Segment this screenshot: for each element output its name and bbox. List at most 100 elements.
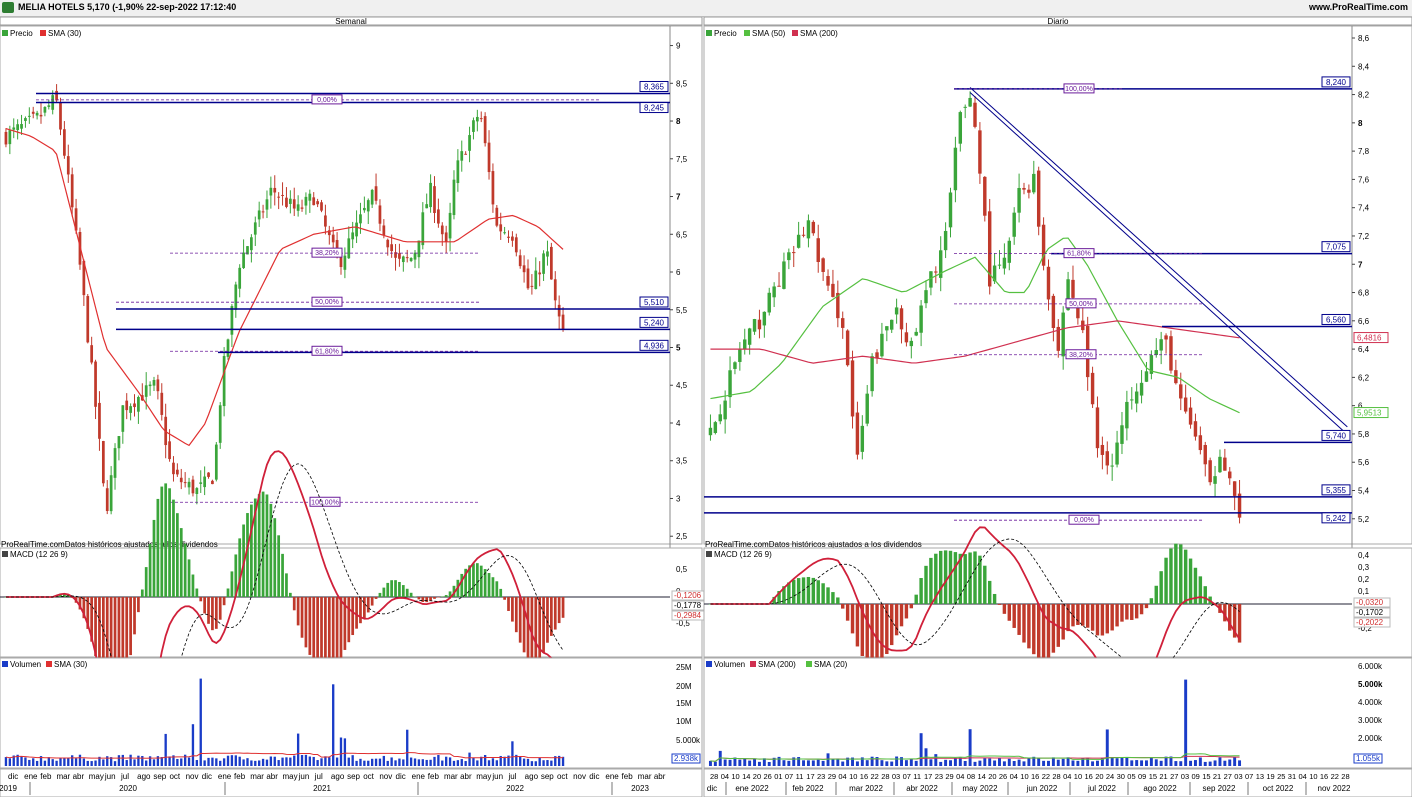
weekly-volume-bar — [386, 760, 389, 766]
daily-candle-body — [1130, 399, 1134, 401]
daily-volume-bar — [1027, 757, 1031, 766]
weekly-candle-body — [382, 225, 386, 236]
weekly-volume-bar — [273, 756, 276, 766]
daily-level-label-box — [1321, 241, 1351, 253]
weekly-volume-bar — [59, 758, 62, 766]
daily-candle-body — [875, 352, 879, 359]
weekly-volume-bar — [47, 757, 50, 766]
weekly-x-month-label: mar — [250, 772, 264, 781]
daily-x-day-label: 17 — [806, 772, 814, 781]
weekly-volume-bar — [522, 758, 526, 766]
daily-candle-body — [987, 211, 992, 287]
daily-ma-value-label: 5,9513 — [1357, 409, 1382, 418]
weekly-volume-bar — [503, 756, 506, 766]
weekly-macd-hist-bar — [324, 597, 327, 672]
daily-volume-bar — [728, 759, 732, 766]
daily-x-day-label: 16 — [860, 772, 868, 781]
daily-volume-bar — [1120, 757, 1124, 766]
weekly-candle-body — [550, 246, 553, 280]
weekly-volume-bar — [32, 758, 35, 766]
weekly-legend-macd-swatch — [2, 551, 8, 557]
daily-volume-bar — [851, 757, 854, 766]
weekly-fib-label-box — [311, 94, 343, 105]
daily-macd-hist-bar — [1144, 604, 1149, 609]
daily-x-day-label: 03 — [1181, 772, 1189, 781]
daily-macd-hist-bar — [1022, 604, 1026, 643]
weekly-macd-hist-bar — [265, 494, 269, 597]
weekly-macd-hist-bar — [82, 597, 86, 619]
daily-candle-body — [958, 112, 963, 144]
weekly-level-label-box — [639, 80, 669, 92]
site-link[interactable]: www.ProRealTime.com — [1308, 2, 1408, 12]
daily-legend-vol-sma200-swatch — [750, 661, 756, 667]
weekly-volume-bar — [452, 760, 456, 766]
daily-macd-hist-bar — [1164, 557, 1168, 604]
daily-macd-hist-bar — [787, 582, 791, 604]
weekly-macd-hist-bar — [366, 597, 370, 613]
weekly-macd-hist-bar — [425, 597, 429, 603]
daily-volume-bar — [1193, 760, 1197, 766]
daily-macd-hist-bar — [1223, 604, 1227, 622]
daily-volume-bar — [1071, 760, 1075, 766]
daily-x-day-label: 13 — [1256, 772, 1264, 781]
daily-legend-vol-sma20-swatch — [806, 661, 812, 667]
weekly-macd-hist-bar — [214, 597, 218, 629]
weekly-candle-body — [561, 314, 565, 329]
weekly-macd-hist-bar — [160, 486, 164, 597]
weekly-macd-hist-bar — [296, 597, 300, 626]
window-titlebar: MELIA HOTELS 5,170 (-1,90% 22-sep-2022 1… — [0, 0, 1412, 17]
weekly-volume-bar — [24, 757, 27, 766]
daily-candle-body — [1110, 465, 1114, 467]
weekly-macd-hist-bar — [557, 597, 561, 624]
daily-volume-last-box — [1353, 753, 1383, 764]
daily-volume-bar — [1228, 759, 1232, 766]
weekly-volume-bar — [507, 755, 510, 766]
daily-macd-hist-bar — [929, 557, 933, 604]
daily-fib-label-box — [1065, 298, 1097, 309]
daily-x-day-label: 21 — [1159, 772, 1167, 781]
daily-macd-hist-bar — [880, 604, 884, 661]
daily-macd-hist-bar — [1125, 604, 1129, 620]
daily-candle-body — [1002, 257, 1007, 269]
daily-candle-body — [1134, 391, 1139, 404]
daily-candle-body — [1203, 444, 1207, 465]
weekly-x-month-label: feb — [40, 772, 52, 781]
weekly-volume-bar — [191, 724, 195, 766]
daily-macd-hist-bar — [992, 593, 997, 604]
daily-macd-hist-bar — [1232, 604, 1237, 638]
daily-macd-hist-bar — [1134, 604, 1139, 619]
weekly-macd-hist-bar — [518, 597, 522, 643]
daily-volume-bar — [1061, 758, 1065, 766]
weekly-macd-hist-bar — [281, 553, 284, 597]
weekly-candle-body — [390, 244, 393, 252]
weekly-y-tick-label: 7 — [676, 193, 681, 202]
daily-macd-value-macd: -0,2022 — [1356, 618, 1384, 627]
daily-level-label-box — [1321, 512, 1351, 524]
daily-fib-label-box — [1063, 248, 1095, 259]
daily-volume-bar — [1081, 758, 1085, 766]
weekly-macd-hist-bar — [468, 565, 471, 597]
daily-x-day-label: 15 — [1202, 772, 1210, 781]
weekly-macd-hist-bar — [382, 587, 386, 597]
weekly-volume-bar — [343, 738, 347, 766]
daily-y-tick-label: 8 — [1358, 119, 1363, 128]
weekly-candle-body — [101, 441, 105, 484]
daily-level-label-box — [1321, 484, 1351, 496]
daily-candle-body — [855, 412, 860, 455]
weekly-candle-body — [199, 482, 203, 484]
daily-macd-hist-bar — [1130, 604, 1134, 620]
weekly-y-tick-label: 8,5 — [676, 79, 688, 88]
weekly-volume-bar — [495, 760, 498, 766]
weekly-volume-bar — [441, 760, 444, 766]
daily-volume-bar — [753, 758, 757, 766]
daily-candle-body — [767, 292, 771, 313]
daily-volume-bar — [802, 760, 806, 766]
weekly-macd-hist-bar — [300, 597, 304, 638]
weekly-candle-body — [285, 197, 288, 207]
weekly-candle-body — [63, 129, 66, 156]
daily-macd-hist-bar — [1203, 586, 1207, 604]
weekly-macd-hist-bar — [183, 543, 187, 597]
daily-candle-body — [929, 271, 933, 288]
weekly-volume-bar — [445, 756, 448, 766]
weekly-volume-bar — [324, 756, 327, 766]
